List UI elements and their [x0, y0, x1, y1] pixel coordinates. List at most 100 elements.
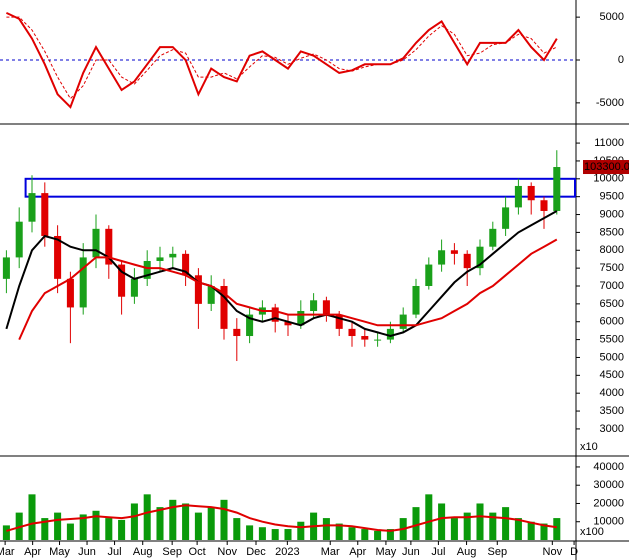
volume-bar	[130, 503, 138, 540]
x-tick-label: 2023	[275, 546, 299, 558]
volume-bar	[54, 512, 62, 540]
candle-body	[399, 314, 407, 329]
last-price-label: 103300.0	[584, 161, 629, 173]
candle-body	[182, 253, 190, 276]
x-tick-label: Jun	[402, 546, 420, 558]
volume-bar	[182, 503, 190, 540]
y-tick-label: 4500	[600, 369, 624, 381]
candle-body	[386, 328, 394, 340]
volume-bar	[2, 525, 10, 540]
volume-bar	[143, 494, 151, 540]
candle-body	[348, 328, 356, 337]
x-tick-label: Oct	[189, 546, 206, 558]
candle-body	[118, 264, 126, 297]
x-tick-label: Mar	[0, 546, 15, 558]
last-price-box	[583, 160, 629, 175]
volume-bar	[118, 519, 126, 540]
volume-bar	[553, 518, 561, 540]
unit-label: x10	[580, 441, 598, 453]
x-tick-label: Nov	[543, 546, 563, 558]
y-tick-label: 5500	[600, 333, 624, 345]
volume-bar	[450, 518, 458, 540]
unit-label: x100	[580, 526, 604, 538]
volume-bar	[194, 512, 202, 540]
candle-body	[15, 221, 23, 258]
volume-bar	[527, 521, 535, 540]
y-tick-label: 10000	[593, 516, 624, 528]
volume-bar	[476, 503, 484, 540]
x-tick-label: Aug	[133, 546, 153, 558]
candle-body	[374, 339, 382, 341]
volume-bar	[66, 523, 74, 540]
y-tick-label: 8000	[600, 244, 624, 256]
y-tick-label: 7500	[600, 262, 624, 274]
candle-body	[438, 250, 446, 265]
y-tick-label: 20000	[593, 497, 624, 509]
x-tick-label: Sep	[487, 546, 507, 558]
candle-body	[233, 328, 241, 337]
candle-body	[271, 307, 279, 322]
candle-body	[361, 336, 369, 340]
volume-bar	[92, 510, 100, 540]
volume-bar	[361, 529, 369, 540]
line	[18, 238, 558, 341]
candle-body	[527, 185, 535, 201]
candle-body	[246, 314, 254, 337]
candle-body	[335, 314, 343, 329]
x-tick-label: Dec	[246, 546, 266, 558]
y-tick-label: 9000	[600, 208, 624, 220]
volume-bar	[463, 512, 471, 540]
x-tick-label: Jul	[108, 546, 122, 558]
candle-body	[169, 253, 177, 258]
x-tick-label: May	[49, 546, 70, 558]
y-tick-label: 11000	[594, 137, 624, 149]
candle-body	[450, 250, 458, 254]
x-tick-label: Nov	[217, 546, 237, 558]
candle-body	[143, 260, 151, 279]
volume-bar	[258, 527, 266, 540]
volume-bar	[41, 518, 49, 540]
candle-body	[66, 278, 74, 308]
candle-body	[540, 200, 548, 211]
volume-bar	[105, 518, 113, 540]
zone-box	[24, 177, 577, 198]
volume-bar	[284, 529, 292, 540]
volume-bar	[335, 523, 343, 540]
y-tick-label: 40000	[593, 461, 624, 473]
x-tick-label: Apr	[349, 546, 366, 558]
volume-bar	[514, 518, 522, 540]
x-tick-label: Mar	[321, 546, 340, 558]
x-tick-label: D	[570, 546, 578, 558]
volume-bar	[297, 521, 305, 540]
candle-body	[310, 300, 318, 312]
candle-body	[514, 185, 522, 208]
volume-bar	[412, 507, 420, 540]
volume-bar	[156, 507, 164, 540]
x-tick-label: Jul	[431, 546, 445, 558]
y-tick-label: 7000	[600, 280, 624, 292]
y-tick-label: 8500	[600, 226, 624, 238]
candle-body	[297, 311, 305, 326]
volume-bar	[502, 507, 510, 540]
candle-body	[54, 235, 62, 279]
y-tick-label: 6500	[600, 298, 624, 310]
y-tick-label: 3500	[600, 405, 624, 417]
candle-body	[41, 193, 49, 236]
candle-body	[412, 285, 420, 315]
candle-body	[2, 257, 10, 279]
y-tick-label: 30000	[593, 479, 624, 491]
candle-body	[489, 228, 497, 247]
line	[5, 210, 558, 338]
y-tick-label: 5000	[600, 351, 624, 363]
candle-body	[156, 257, 164, 261]
candle-body	[553, 167, 561, 211]
volume-bar	[425, 494, 433, 540]
y-tick-label: -5000	[596, 97, 624, 109]
x-tick-label: Aug	[457, 546, 477, 558]
candle-body	[284, 321, 292, 326]
candle-body	[130, 278, 138, 297]
candle-body	[463, 253, 471, 269]
line	[6, 16, 558, 100]
candle-body	[425, 264, 433, 286]
